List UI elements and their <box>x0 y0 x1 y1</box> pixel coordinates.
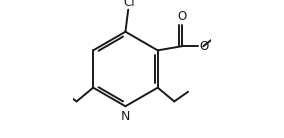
Text: O: O <box>177 10 187 23</box>
Text: Cl: Cl <box>124 0 135 9</box>
Text: N: N <box>121 110 130 123</box>
Text: O: O <box>199 40 208 53</box>
